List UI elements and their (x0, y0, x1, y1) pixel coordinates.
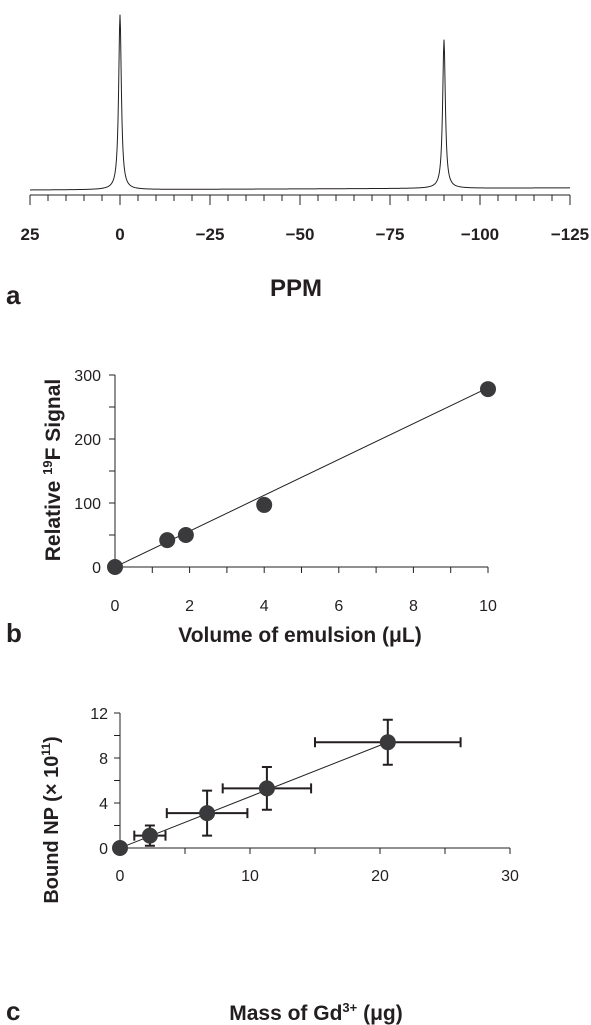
panel-b-ylabel-pre: Relative (42, 475, 65, 561)
panel-c-ylabel-pre: Bound NP (× 10 (41, 756, 63, 904)
panel-c-point (141, 827, 158, 844)
panel-c-x-tick-label: 20 (371, 868, 389, 885)
panel-c-ylabel-post: ) (41, 736, 63, 743)
panel-c-point (258, 780, 275, 797)
panel-b-ylabel: Relative 19F Signal (40, 379, 65, 562)
panel-c-fit-line (119, 741, 388, 849)
panel-b-y-tick-label: 300 (74, 368, 101, 385)
panel-b-x-tick-label: 6 (334, 598, 343, 615)
panel-c-xlabel-post: (μg) (357, 1002, 403, 1025)
panel-b-x-tick-label: 4 (260, 598, 269, 615)
panel-a-tick-label: 0 (115, 225, 124, 244)
panel-b-ylabel-post: F Signal (42, 379, 65, 461)
panel-c-x-tick-label: 0 (116, 868, 125, 885)
panel-a-xlabel: PPM (270, 275, 322, 302)
panel-c-scatter: 0 10 20 30 0 4 8 12 Mass of Gd3+ (μg) Bound NP … (6, 706, 519, 1025)
panel-b-y-tick-label: 100 (74, 496, 101, 513)
panel-a-tick-label: 25 (21, 225, 40, 244)
panel-c-letter: c (6, 996, 20, 1025)
panel-c-y-tick-label: 0 (99, 841, 108, 858)
panel-b-x-tick-label: 10 (479, 598, 497, 615)
panel-a-tick-label: −50 (286, 225, 315, 244)
panel-a-tick-label: −75 (376, 225, 405, 244)
panel-b-x-tick-label: 0 (111, 598, 120, 615)
panel-c-y-tick-label: 8 (99, 751, 108, 768)
panel-b-ylabel-sup: 19 (40, 460, 55, 474)
panel-b-point (480, 381, 496, 398)
panel-c-xlabel-sup: 3+ (342, 1000, 357, 1015)
panel-c-point (379, 734, 396, 751)
panel-a-tick-label: −100 (461, 225, 499, 244)
panel-b-fit-line (114, 387, 489, 568)
panel-c-y-tick-label: 4 (99, 796, 108, 813)
panel-b-x-tick-label: 8 (409, 598, 418, 615)
panel-a-nmr-spectrum: 25 0 −25 −50 −75 −100 −125 PPM a (6, 14, 589, 310)
panel-c-xlabel: Mass of Gd3+ (μg) (229, 1000, 403, 1025)
panel-b-y-tick-label: 200 (74, 432, 101, 449)
panel-a-letter: a (6, 280, 21, 310)
panel-b-point (177, 527, 194, 543)
panel-a-tick-label: −25 (196, 225, 225, 244)
panel-b-point (107, 559, 123, 575)
panel-b-y-tick-label: 0 (92, 560, 101, 577)
panel-c-ylabel: Bound NP (× 1011) (39, 736, 63, 903)
panel-a-tick-label: −125 (551, 225, 589, 244)
panel-c-point (199, 805, 216, 822)
panel-b-letter: b (6, 618, 22, 648)
panel-b-xlabel: Volume of emulsion (μL) (178, 624, 421, 647)
panel-c-ylabel-sup: 11 (39, 743, 53, 756)
panel-c-point (112, 840, 128, 856)
panel-b-point (159, 532, 176, 549)
panel-b-point (256, 496, 273, 513)
panel-c-xlabel-pre: Mass of Gd (229, 1002, 342, 1025)
panel-b-x-tick-label: 2 (185, 598, 194, 615)
nmr-spectrum-trace (30, 14, 570, 191)
panel-c-y-tick-label: 12 (90, 706, 108, 723)
panel-c-x-tick-label: 30 (501, 868, 519, 885)
panel-c-x-tick-label: 10 (241, 868, 259, 885)
